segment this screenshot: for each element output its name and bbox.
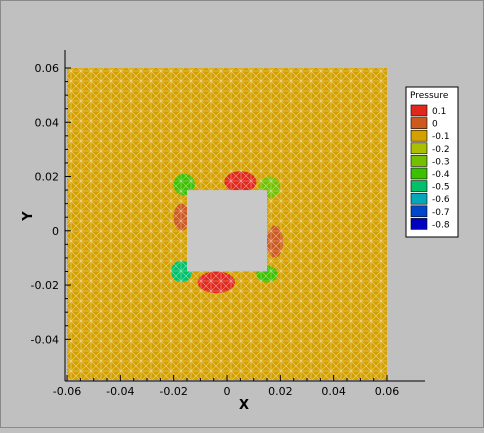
legend-label: 0.1 (432, 107, 446, 117)
legend-label: -0.5 (432, 183, 450, 193)
y-tick-label: 0.02 (35, 171, 60, 184)
legend-swatch (410, 142, 428, 155)
legend-swatch (410, 218, 428, 230)
y-tick-label: 0.04 (35, 116, 60, 129)
y-axis-title: Y (21, 211, 36, 222)
legend-title: Pressure (410, 91, 449, 101)
legend-label: 0 (432, 120, 438, 130)
x-tick-label: 0.06 (375, 385, 400, 398)
axes: -0.06 -0.04 -0.02 0 0.02 0.04 0.06 0.06 0.04 0.02… (31, 50, 425, 398)
legend-swatch (410, 117, 428, 129)
x-tick-label: -0.02 (159, 385, 187, 398)
x-tick-label: 0 (224, 385, 231, 398)
legend-swatch (410, 192, 428, 205)
legend-label: -0.3 (432, 157, 450, 167)
square-obstacle (187, 190, 267, 272)
legend-swatch (410, 180, 428, 192)
x-tick-label: -0.04 (106, 385, 134, 398)
legend-swatch (410, 205, 428, 218)
legend-label: -0.1 (432, 132, 450, 142)
legend-label: -0.6 (432, 195, 450, 205)
x-tick-label: 0.02 (268, 385, 293, 398)
x-tick-label: 0.04 (321, 385, 346, 398)
legend-label: -0.8 (432, 220, 450, 230)
legend-items: 0.1 0 -0.1 -0.2 -0.3 -0.4 -0.5 -0.6 -0.7 -0.8 (410, 104, 450, 230)
legend-swatch (410, 155, 428, 167)
plot-area (67, 68, 387, 380)
legend-swatch (410, 167, 428, 180)
y-tick-label: -0.02 (31, 279, 59, 292)
legend-swatch (410, 129, 428, 142)
y-tick-label: 0 (52, 225, 59, 238)
y-tick-label: 0.06 (35, 62, 60, 75)
legend-label: -0.2 (432, 145, 450, 155)
legend-label: -0.7 (432, 208, 450, 218)
legend: Pressure 0.1 0 -0.1 -0.2 -0.3 -0.4 -0.5 -0.6 -0.… (405, 86, 459, 238)
x-axis-title: X (239, 398, 249, 413)
y-tick-label: -0.04 (31, 333, 59, 346)
legend-swatch (410, 104, 428, 117)
legend-label: -0.4 (432, 170, 450, 180)
x-tick-label: -0.06 (53, 385, 81, 398)
